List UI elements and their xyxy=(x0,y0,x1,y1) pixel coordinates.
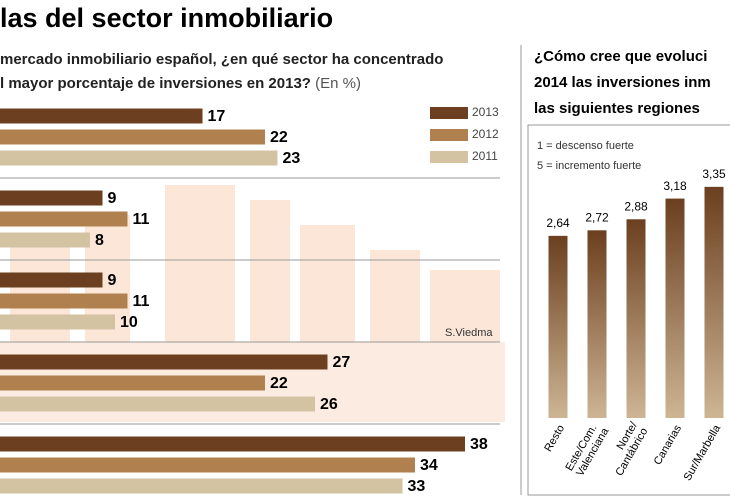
left-title: mercado inmobiliario español, ¿en qué se… xyxy=(0,51,443,68)
value-label: 27 xyxy=(333,354,351,371)
left-title-line: l mayor porcentaje de inversiones en 201… xyxy=(0,75,311,92)
left-title: l mayor porcentaje de inversiones en 201… xyxy=(0,75,361,92)
bar xyxy=(0,354,328,370)
value-label: 26 xyxy=(320,396,338,413)
page-title: las del sector inmobiliario xyxy=(0,3,333,33)
right-frame xyxy=(527,124,730,496)
category-label: Norte/Cantábrico xyxy=(603,419,651,478)
bar xyxy=(0,375,265,391)
bar xyxy=(0,272,103,288)
note: 1 = descenso fuerte xyxy=(537,140,634,152)
category-label-group: Canarias xyxy=(652,423,685,468)
bar xyxy=(548,235,568,418)
category-label: Canarias xyxy=(652,423,685,468)
bar xyxy=(665,198,685,418)
bar xyxy=(0,314,115,330)
bar xyxy=(704,186,724,418)
category-label-group: Sur/Marbella xyxy=(682,422,724,483)
value-label: 33 xyxy=(408,478,426,495)
category-label: Sur/Marbella xyxy=(682,422,724,483)
legend-swatch xyxy=(430,129,468,141)
value-label: 23 xyxy=(283,150,301,167)
unit-note: (En %) xyxy=(315,75,361,92)
value-label: 9 xyxy=(108,272,117,289)
value-label: 2,64 xyxy=(546,216,570,230)
bar xyxy=(0,211,128,227)
legend-label: 2012 xyxy=(472,127,499,141)
value-label: 34 xyxy=(420,457,438,474)
category-label-group: Resto xyxy=(542,423,567,454)
credit: S.Viedma xyxy=(445,327,493,339)
right-title: las siguientes regiones xyxy=(534,100,700,117)
value-label: 3,18 xyxy=(663,179,687,193)
right-title: ¿Cómo cree que evoluci xyxy=(534,48,707,65)
legend-swatch xyxy=(430,107,468,119)
value-label: 9 xyxy=(108,190,117,207)
value-label: 2,72 xyxy=(585,210,609,224)
bar xyxy=(0,108,203,124)
bar xyxy=(0,457,415,473)
category-label-group: Norte/Cantábrico xyxy=(603,419,651,478)
bar xyxy=(587,230,607,418)
value-label: 22 xyxy=(270,129,288,146)
bar xyxy=(626,219,646,418)
value-label: 8 xyxy=(95,232,104,249)
value-label: 17 xyxy=(208,108,226,125)
bar xyxy=(0,293,128,309)
bar xyxy=(0,129,265,145)
legend-label: 2013 xyxy=(472,105,499,119)
right-title: 2014 las inversiones inm xyxy=(534,74,711,91)
bar xyxy=(0,190,103,206)
category-label: Resto xyxy=(542,423,567,454)
value-label: 38 xyxy=(470,436,488,453)
note: 5 = incremento fuerte xyxy=(537,160,641,172)
bar xyxy=(0,232,90,248)
value-label: 22 xyxy=(270,375,288,392)
bar xyxy=(0,436,465,452)
value-label: 10 xyxy=(120,314,138,331)
legend-swatch xyxy=(430,151,468,163)
value-label: 3,35 xyxy=(702,167,726,181)
bar xyxy=(0,478,403,494)
value-label: 11 xyxy=(133,293,150,310)
bar xyxy=(0,396,315,412)
category-label-group: Este/Com. Valenciana xyxy=(563,419,611,479)
value-label: 11 xyxy=(133,211,150,228)
category-label: Este/Com. Valenciana xyxy=(563,419,611,479)
value-label: 2,88 xyxy=(624,199,648,213)
bar xyxy=(0,150,278,166)
legend-label: 2011 xyxy=(472,149,498,163)
